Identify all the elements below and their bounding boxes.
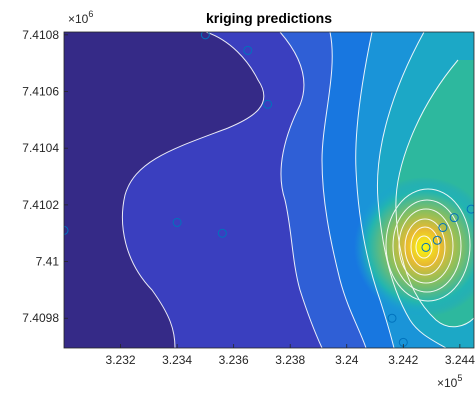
axes-box [63, 31, 475, 349]
x-tick-label: 3.242 [388, 353, 418, 367]
y-tick-label: 7.4102 [22, 198, 59, 212]
y-exponent-base: ×10 [68, 12, 89, 26]
y-exponent-power: 6 [88, 9, 93, 19]
x-tick-label: 3.24 [335, 353, 359, 367]
x-tick-label: 3.232 [106, 353, 136, 367]
x-tick-label: 3.236 [219, 353, 249, 367]
y-tick-label: 7.4098 [22, 311, 59, 325]
sample-point-marker [172, 217, 182, 227]
x-exponent: ×105 [437, 373, 462, 390]
x-tick-label: 3.244 [445, 353, 475, 367]
sample-point-marker [64, 225, 69, 235]
x-axis: 3.232 3.234 3.236 3.238 3.24 3.242 3.244 [106, 344, 475, 367]
sample-point-marker [466, 204, 474, 214]
sample-point-marker [387, 313, 397, 323]
y-tick-label: 7.4104 [22, 141, 59, 155]
y-tick-label: 7.4108 [22, 28, 59, 42]
x-tick-label: 3.234 [162, 353, 192, 367]
y-exponent: ×106 [68, 9, 93, 26]
x-exponent-base: ×10 [437, 376, 458, 390]
sample-point-marker [263, 99, 273, 109]
sample-point-marker [421, 242, 431, 252]
x-exponent-power: 5 [457, 373, 462, 383]
x-tick-label: 3.238 [275, 353, 305, 367]
y-axis: 7.4098 7.41 7.4102 7.4104 7.4106 7.4108 [22, 28, 68, 325]
sample-point-marker [449, 213, 459, 223]
peak-gradient [354, 177, 474, 317]
sample-markers [64, 32, 474, 347]
sample-point-marker [438, 223, 448, 233]
y-tick-label: 7.4106 [22, 85, 59, 99]
svg-text:×106: ×106 [68, 9, 93, 26]
chart-title: kriging predictions [206, 10, 332, 26]
sample-point-marker [217, 228, 227, 238]
plot-area [64, 32, 474, 348]
svg-text:×105: ×105 [437, 373, 462, 390]
sample-point-marker [200, 32, 210, 40]
sample-point-marker [243, 45, 253, 55]
y-tick-label: 7.41 [36, 255, 60, 269]
sample-point-marker [432, 235, 442, 245]
contour-lines [122, 32, 474, 348]
